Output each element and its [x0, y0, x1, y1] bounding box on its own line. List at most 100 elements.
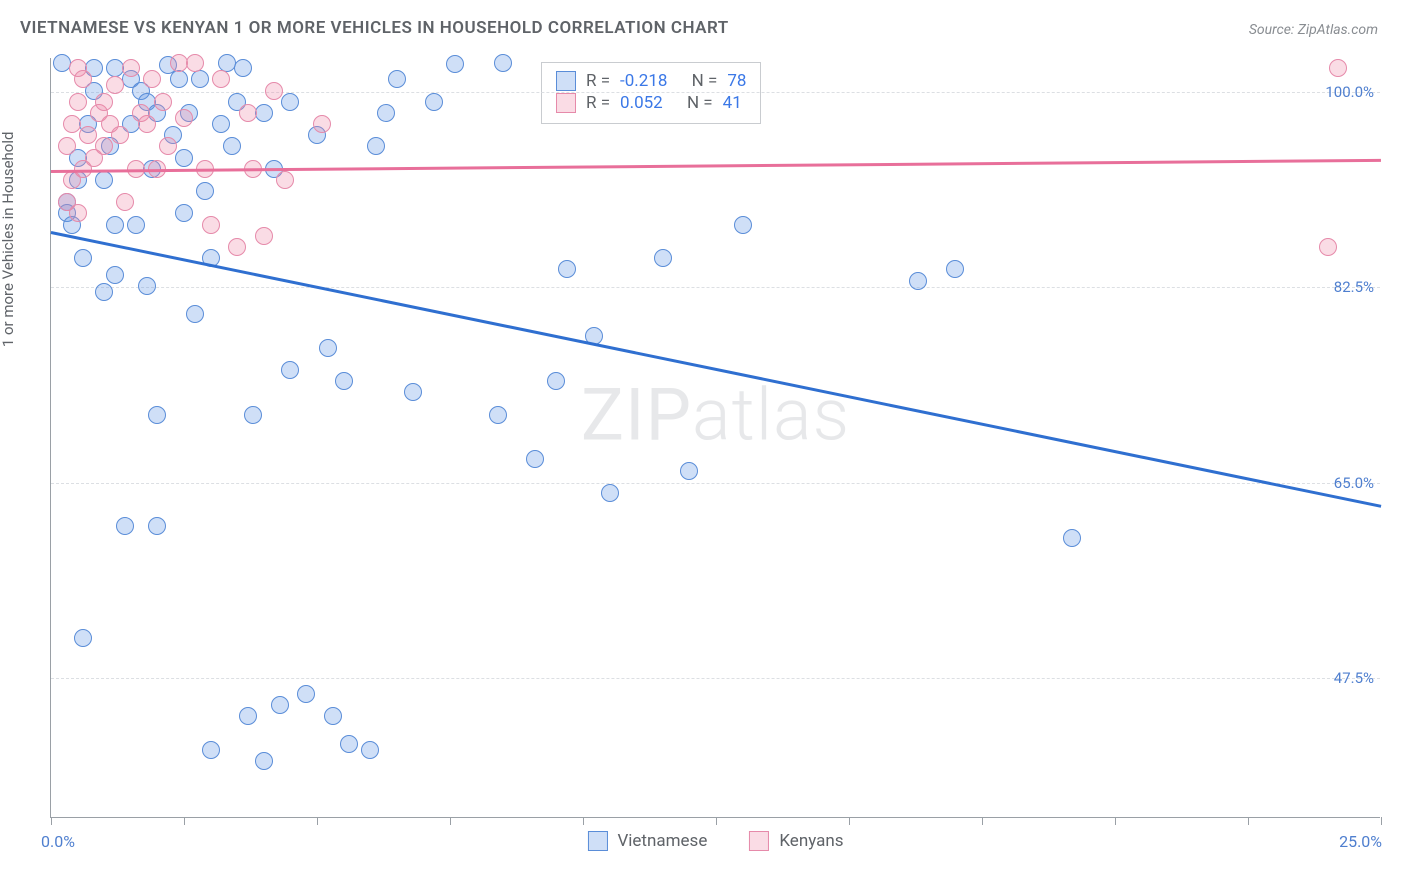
legend-item-series1: Vietnamese: [587, 831, 707, 851]
data-point: [255, 104, 273, 122]
data-point: [313, 115, 331, 133]
data-point: [265, 82, 283, 100]
data-point: [148, 517, 166, 535]
data-point: [340, 735, 358, 753]
data-point: [239, 707, 257, 725]
data-point: [186, 54, 204, 72]
data-point: [175, 204, 193, 222]
data-point: [297, 685, 315, 703]
stats-box: R = -0.218 N = 78 R = 0.052 N = 41: [541, 62, 761, 124]
chart-container: VIETNAMESE VS KENYAN 1 OR MORE VEHICLES …: [0, 0, 1406, 892]
data-point: [69, 93, 87, 111]
legend-item-series2: Kenyans: [749, 831, 843, 851]
data-point: [138, 115, 156, 133]
stats-n-value-1: 78: [727, 71, 746, 91]
data-point: [271, 696, 289, 714]
data-point: [281, 361, 299, 379]
data-point: [335, 372, 353, 390]
data-point: [175, 109, 193, 127]
data-point: [74, 629, 92, 647]
data-point: [909, 272, 927, 290]
data-point: [202, 741, 220, 759]
data-point: [255, 752, 273, 770]
data-point: [69, 204, 87, 222]
data-point: [244, 406, 262, 424]
y-tick-label: 100.0%: [1325, 83, 1374, 101]
data-point: [425, 93, 443, 111]
source-attribution: Source: ZipAtlas.com: [1249, 22, 1378, 38]
data-point: [122, 59, 140, 77]
data-point: [202, 216, 220, 234]
data-point: [446, 55, 464, 73]
data-point: [654, 249, 672, 267]
data-point: [558, 260, 576, 278]
data-point: [175, 149, 193, 167]
data-point: [489, 406, 507, 424]
data-point: [170, 70, 188, 88]
data-point: [388, 70, 406, 88]
x-tick: [583, 817, 584, 825]
data-point: [526, 450, 544, 468]
data-point: [734, 216, 752, 234]
stats-r-label: R =: [586, 93, 610, 113]
data-point: [547, 372, 565, 390]
stats-n-value-2: 41: [723, 93, 742, 113]
data-point: [74, 70, 92, 88]
legend-swatch-1: [587, 831, 607, 851]
data-point: [1063, 529, 1081, 547]
x-tick: [1248, 817, 1249, 825]
y-axis-label: 1 or more Vehicles in Household: [0, 132, 17, 348]
data-point: [234, 59, 252, 77]
data-point: [367, 137, 385, 155]
y-tick-label: 82.5%: [1334, 278, 1374, 296]
data-point: [106, 216, 124, 234]
data-point: [148, 406, 166, 424]
stats-n-label: N =: [687, 93, 713, 113]
data-point: [138, 277, 156, 295]
x-tick: [849, 817, 850, 825]
data-point: [281, 93, 299, 111]
data-point: [106, 266, 124, 284]
chart-title: VIETNAMESE VS KENYAN 1 OR MORE VEHICLES …: [20, 18, 729, 38]
data-point: [74, 249, 92, 267]
data-point: [159, 137, 177, 155]
data-point: [212, 70, 230, 88]
watermark-bold: ZIP: [581, 372, 692, 457]
x-tick: [1381, 817, 1382, 825]
y-tick-label: 47.5%: [1334, 669, 1374, 687]
data-point: [946, 260, 964, 278]
x-tick: [1115, 817, 1116, 825]
data-point: [324, 707, 342, 725]
data-point: [79, 126, 97, 144]
data-point: [680, 462, 698, 480]
y-tick-label: 65.0%: [1334, 474, 1374, 492]
stats-r-value-1: -0.218: [620, 71, 667, 91]
data-point: [1319, 238, 1337, 256]
x-tick: [450, 817, 451, 825]
gridline-h: [51, 92, 1380, 93]
data-point: [95, 93, 113, 111]
data-point: [601, 484, 619, 502]
swatch-series2: [556, 93, 576, 113]
data-point: [143, 70, 161, 88]
data-point: [186, 305, 204, 323]
swatch-series1: [556, 71, 576, 91]
data-point: [154, 93, 172, 111]
data-point: [95, 283, 113, 301]
legend: Vietnamese Kenyans: [587, 831, 843, 851]
data-point: [63, 115, 81, 133]
x-axis-min-label: 0.0%: [41, 832, 75, 851]
data-point: [116, 517, 134, 535]
legend-swatch-2: [749, 831, 769, 851]
data-point: [116, 193, 134, 211]
stats-row-series1: R = -0.218 N = 78: [556, 71, 746, 91]
x-axis-max-label: 25.0%: [1339, 832, 1382, 851]
legend-label-1: Vietnamese: [617, 831, 707, 851]
watermark-thin: atlas: [692, 372, 850, 457]
plot-area: ZIPatlas R = -0.218 N = 78 R = 0.052 N =…: [50, 58, 1380, 818]
data-point: [494, 54, 512, 72]
data-point: [196, 182, 214, 200]
trend-line: [51, 231, 1381, 507]
x-tick: [982, 817, 983, 825]
data-point: [377, 104, 395, 122]
